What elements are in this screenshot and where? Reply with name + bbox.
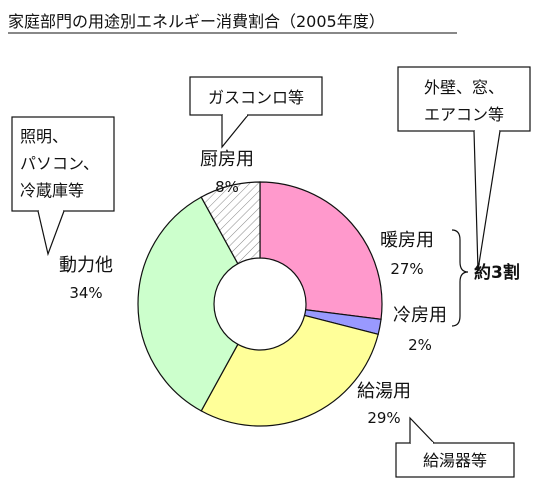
callout-kitchen: ガスコンロ等	[189, 76, 323, 149]
slice-hot-water	[200, 314, 379, 427]
group-annotation-layer: 約3割	[451, 229, 520, 327]
slice-value-hot-water: 29%	[367, 409, 400, 427]
callout-hot-water: 給湯器等	[395, 416, 515, 478]
callout-pointer-heating	[473, 130, 501, 271]
callout-box-power-other	[11, 116, 115, 212]
callout-text-power-other: 照明、	[20, 127, 68, 146]
slice-kitchen	[200, 181, 261, 265]
group-annotation-label: 約3割	[474, 262, 520, 283]
slices-layer	[137, 181, 383, 427]
slice-label-power-other: 動力他	[59, 255, 113, 276]
slice-power-other	[137, 196, 239, 412]
callout-box-heating	[397, 66, 531, 132]
callout-text-power-other: パソコン、	[20, 154, 99, 173]
callout-heating: 外壁、窓、エアコン等	[397, 66, 531, 271]
slice-value-cooling: 2%	[408, 336, 432, 354]
callout-text-kitchen: ガスコンロ等	[208, 88, 304, 107]
slice-value-heating: 27%	[390, 260, 423, 278]
chart-title: 家庭部門の用途別エネルギー消費割合（2005年度）	[8, 12, 385, 31]
labels-layer: 暖房用 27% 冷房用 2% 給湯用 29% 動力他 34% 厨房用 8%	[59, 149, 447, 427]
callout-text-power-other: 冷蔵庫等	[20, 181, 84, 200]
callout-pointer-kitchen	[221, 114, 249, 149]
callout-text-heating: 外壁、窓、	[424, 78, 504, 97]
slice-label-cooling: 冷房用	[393, 305, 447, 326]
callout-text-hot-water: 給湯器等	[423, 451, 487, 470]
group-bracket	[451, 229, 469, 327]
slice-value-power-other: 34%	[69, 284, 102, 302]
callout-box-kitchen	[189, 76, 323, 116]
slice-value-kitchen: 8%	[215, 178, 239, 196]
slice-label-hot-water: 給湯用	[357, 381, 411, 402]
slice-heating	[259, 181, 383, 320]
callout-text-heating: エアコン等	[424, 105, 504, 124]
callout-box-hot-water	[395, 442, 515, 478]
callout-pointer-hot-water	[409, 416, 435, 444]
callout-power-other: 照明、パソコン、冷蔵庫等	[11, 116, 115, 257]
slice-label-heating: 暖房用	[380, 230, 434, 251]
slice-label-kitchen: 厨房用	[200, 149, 254, 170]
callout-pointer-power-other	[37, 210, 65, 257]
